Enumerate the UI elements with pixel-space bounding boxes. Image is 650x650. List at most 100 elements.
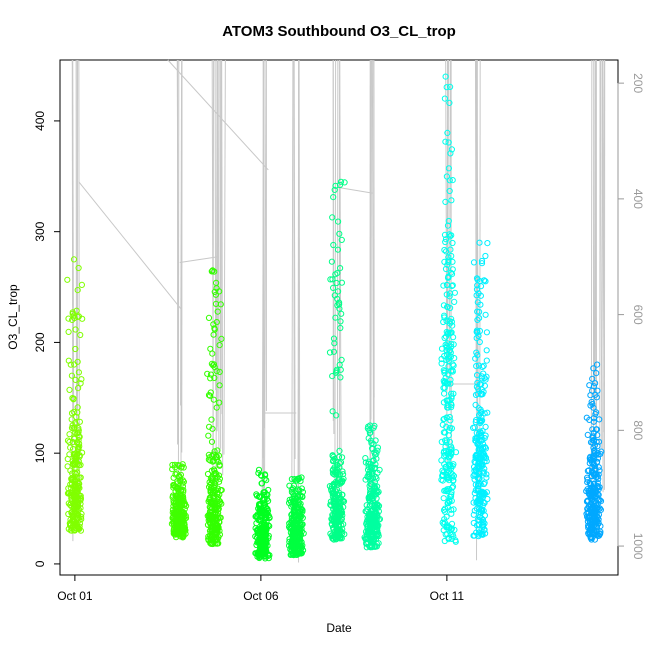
data-point [471,424,478,431]
data-point [208,474,215,481]
data-point [482,423,489,430]
data-point [77,500,84,507]
data-point [597,498,605,505]
data-point [330,284,337,291]
data-point [372,504,380,511]
data-point [474,316,481,323]
data-point [367,437,374,444]
data-point [595,475,602,483]
data-point [207,389,214,396]
data-point [286,538,293,545]
data-point [337,265,344,272]
series-cluster [286,474,307,559]
data-point [210,489,217,496]
data-point [587,485,595,492]
data-point [207,475,214,482]
data-point [473,286,481,293]
data-point [442,505,449,512]
altitude-trace [298,59,301,482]
data-point [440,416,447,423]
data-point [477,509,485,517]
data-point [441,334,448,342]
data-point [207,529,214,536]
data-point [67,501,74,509]
data-point [447,424,454,431]
data-point [261,489,268,496]
data-point [475,290,482,297]
data-point [590,383,598,390]
data-point [442,236,450,243]
data-point [204,370,211,377]
data-point [475,362,483,369]
data-point [584,505,591,512]
data-point [329,470,337,477]
data-point [589,426,596,433]
altitude-trace [594,59,597,379]
data-point [590,418,597,425]
data-point [371,422,378,429]
data-point [288,511,295,518]
data-point [329,373,336,380]
data-point [68,493,75,500]
data-point [66,438,73,446]
data-point [477,418,484,425]
data-point [333,465,340,472]
data-point [334,246,342,253]
data-point [590,469,597,476]
data-point [478,507,485,514]
data-point [443,513,450,520]
data-point [71,510,78,517]
data-point [213,533,220,541]
data-point [211,505,218,512]
data-point [481,410,488,417]
data-point [261,549,268,556]
data-point [369,495,376,502]
data-point [207,345,214,352]
y-tick-label: 200 [33,332,47,352]
data-point [264,551,272,558]
data-point [472,435,479,442]
data-point [482,445,489,452]
data-point [263,522,270,530]
data-point [442,238,449,246]
data-point [593,527,600,535]
data-point [474,474,481,482]
data-point [483,329,490,336]
data-point [375,488,382,495]
data-point [68,416,75,423]
data-point [476,315,483,322]
data-point [340,498,347,505]
data-point [591,504,599,511]
data-point [65,525,72,533]
data-point [446,438,453,445]
data-point [75,369,83,376]
data-point [439,519,446,526]
data-point [589,401,596,408]
data-point [78,281,86,288]
data-point [371,482,378,489]
data-point [593,505,600,512]
chart-title: ATOM3 Southbound O3_CL_trop [222,23,456,40]
data-point [368,440,375,447]
data-point [64,463,71,470]
altitude-trace [217,59,220,462]
data-point [337,318,344,325]
altitude-connector [78,181,182,310]
data-point [373,503,380,510]
data-point [296,512,303,519]
data-point [71,487,78,494]
data-point [446,486,453,493]
data-point [445,536,452,543]
data-point [294,486,301,493]
data-point [594,458,601,465]
data-point [209,513,216,520]
data-point [176,531,183,538]
y-tick-label: 400 [33,111,47,131]
altitude-trace [221,59,224,476]
data-point [595,471,602,478]
series-cluster [64,256,86,534]
data-point [286,482,293,489]
data-point [258,544,265,551]
data-point [336,460,343,467]
y-tick-label: 0 [33,560,47,567]
